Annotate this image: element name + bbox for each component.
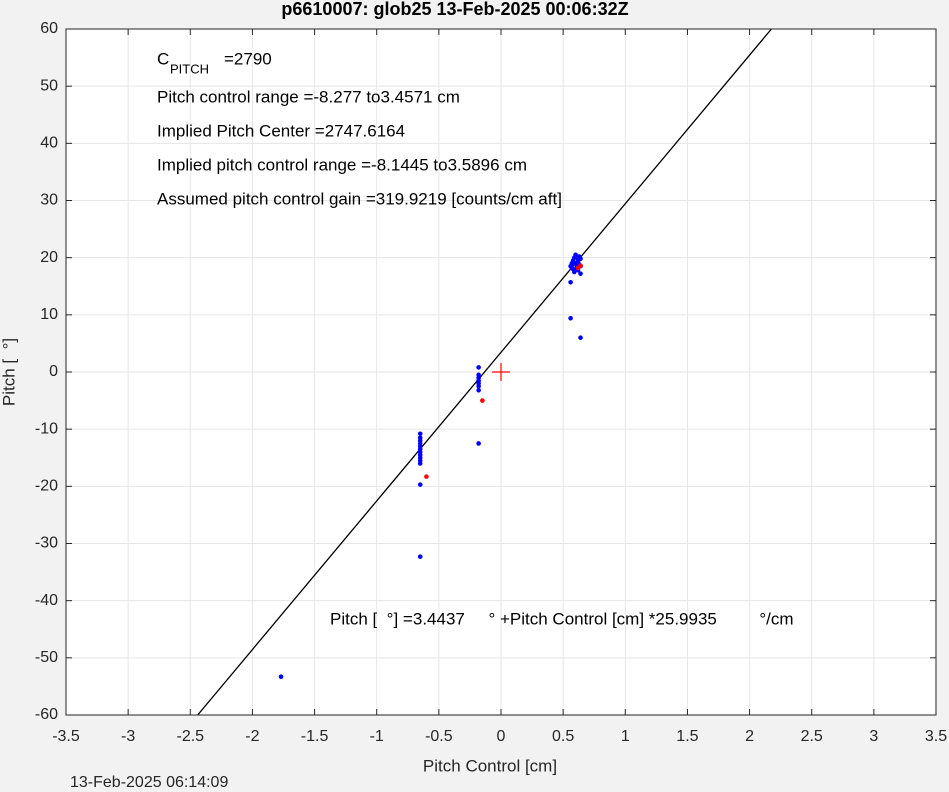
fit-line (197, 29, 772, 715)
y-tick-label: -50 (35, 649, 58, 666)
annotation: Assumed pitch control gain =319.9219 [co… (157, 189, 562, 208)
annotation: Pitch control range =-8.277 to3.4571 cm (157, 87, 460, 106)
y-tick-label: 0 (49, 363, 58, 380)
point (578, 263, 583, 268)
point (568, 279, 573, 285)
point (568, 315, 573, 321)
point (278, 674, 284, 679)
x-tick-label: -3 (121, 728, 135, 745)
x-tick-label: -1 (370, 728, 384, 745)
point (417, 461, 423, 466)
x-tick-label: -0.5 (425, 728, 453, 745)
x-tick-label: 2.5 (801, 728, 823, 745)
point (476, 387, 481, 393)
y-tick-label: -60 (35, 706, 58, 723)
equation: Pitch [ °] =3.4437 ° +Pitch Control [cm]… (330, 609, 794, 628)
footer: 13-Feb-2025 06:14:09 (70, 774, 228, 791)
x-tick-label: 3.5 (925, 728, 947, 745)
annotation-subscript: PITCH (170, 61, 209, 76)
x-tick-label: 0 (497, 728, 506, 745)
chart-title: p6610007: glob25 13-Feb-2025 00:06:32Z (281, 0, 628, 19)
annotation: =2790 (224, 49, 272, 68)
y-tick-label: 30 (40, 192, 58, 209)
annotation: Implied pitch control range =-8.1445 to3… (157, 155, 527, 174)
point (424, 474, 429, 479)
x-tick-label: -2.5 (176, 728, 204, 745)
x-tick-label: -2 (245, 728, 259, 745)
x-tick-label: 1.5 (676, 728, 698, 745)
x-tick-label: 3 (869, 728, 878, 745)
y-tick-label: -40 (35, 592, 58, 609)
center-marker (492, 363, 510, 381)
x-tick-label: -3.5 (52, 728, 80, 745)
x-tick-label: -1.5 (301, 728, 329, 745)
point (476, 383, 481, 389)
y-tick-label: -10 (35, 420, 58, 437)
y-tick-label: -30 (35, 535, 58, 552)
point (578, 335, 583, 341)
annotation: C (157, 49, 169, 68)
x-tick-label: 0.5 (552, 728, 574, 745)
point (417, 554, 423, 559)
point (476, 441, 481, 446)
annotation: Implied Pitch Center =2747.6164 (157, 121, 405, 140)
point (480, 398, 485, 403)
y-tick-label: 20 (40, 249, 58, 266)
x-tick-label: 2 (745, 728, 754, 745)
point (417, 482, 423, 487)
y-tick-label: 50 (40, 77, 58, 94)
y-tick-label: 10 (40, 306, 58, 323)
y-tick-label: 40 (40, 135, 58, 152)
point (578, 271, 583, 276)
point (578, 256, 583, 262)
y-tick-label: 60 (40, 20, 58, 37)
point (569, 265, 575, 271)
point (575, 259, 581, 265)
x-tick-label: 1 (621, 728, 630, 745)
x-axis-label: Pitch Control [cm] (423, 756, 557, 775)
point (476, 365, 481, 370)
y-tick-label: -20 (35, 478, 58, 495)
y-axis-label: Pitch [ °] (0, 338, 18, 406)
point (417, 431, 423, 437)
